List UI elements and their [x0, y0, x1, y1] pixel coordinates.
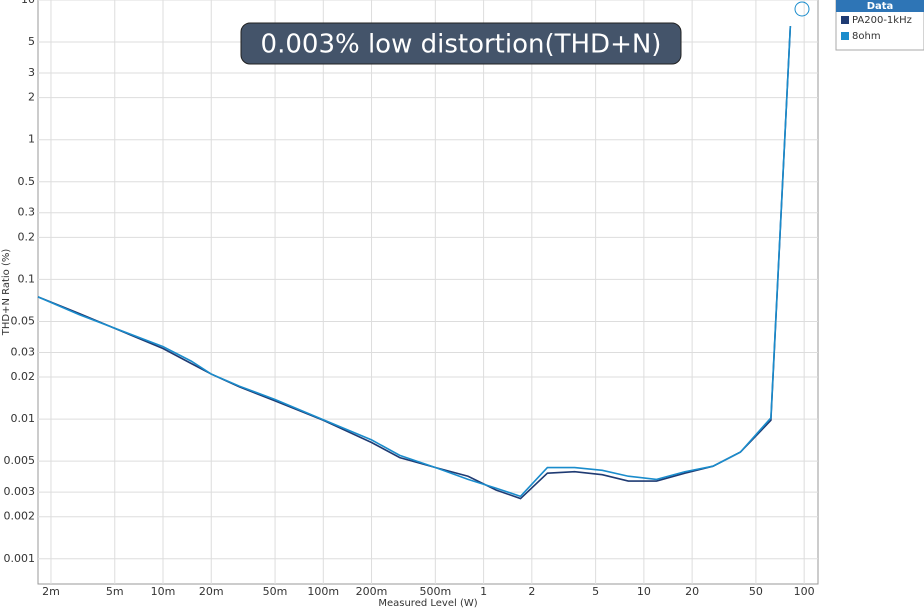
chart-title: 0.003% low distortion(THD+N) — [261, 30, 662, 60]
legend-swatch — [841, 32, 849, 40]
y-tick-label: 0.03 — [11, 345, 36, 358]
y-tick-label: 2 — [28, 91, 35, 104]
legend-label: 8ohm — [852, 31, 881, 42]
y-tick-label: 0.003 — [4, 485, 36, 498]
legend-title: Data — [867, 1, 894, 12]
x-tick-label: 50m — [263, 585, 288, 598]
y-tick-label: 0.01 — [11, 412, 36, 425]
legend-header — [836, 0, 924, 12]
y-tick-label: 3 — [28, 66, 35, 79]
y-tick-label: 0.05 — [11, 314, 36, 327]
series-line — [37, 26, 792, 498]
y-tick-label: 10 — [21, 0, 35, 6]
x-tick-label: 10m — [151, 585, 176, 598]
x-tick-label: 5 — [592, 585, 599, 598]
y-tick-label: 0.002 — [4, 510, 36, 523]
y-axis-label: THD+N Ratio (%) — [1, 249, 12, 337]
x-tick-label: 1 — [480, 585, 487, 598]
legend-swatch — [841, 16, 849, 24]
x-tick-label: 500m — [419, 585, 451, 598]
x-tick-label: 5m — [106, 585, 124, 598]
y-tick-label: 0.001 — [4, 552, 36, 565]
lines — [37, 26, 792, 500]
x-tick-label: 2 — [528, 585, 535, 598]
grid — [38, 0, 818, 584]
x-axis-label: Measured Level (W) — [378, 598, 477, 609]
y-tick-label: 0.005 — [4, 454, 36, 467]
y-tick-label: 0.3 — [18, 206, 36, 219]
logo — [794, 1, 810, 17]
legend-label: PA200-1kHz — [852, 15, 912, 26]
x-tick-label: 10 — [637, 585, 651, 598]
y-tick-label: 0.1 — [18, 272, 36, 285]
x-tick-label: 20 — [685, 585, 699, 598]
x-tick-label: 100 — [794, 585, 815, 598]
y-tick-label: 1 — [28, 133, 35, 146]
x-tick-label: 2m — [42, 585, 60, 598]
x-tick-label: 100m — [307, 585, 339, 598]
y-tick-label: 0.2 — [18, 230, 36, 243]
y-tick-label: 0.5 — [18, 175, 36, 188]
x-tick-label: 50 — [749, 585, 763, 598]
y-tick-label: 5 — [28, 35, 35, 48]
x-tick-label: 200m — [356, 585, 388, 598]
title-box — [240, 22, 682, 65]
x-tick-label: 20m — [199, 585, 224, 598]
y-tick-label: 0.02 — [11, 370, 36, 383]
plot-area — [37, 0, 819, 585]
legend: Data — [835, 0, 924, 51]
